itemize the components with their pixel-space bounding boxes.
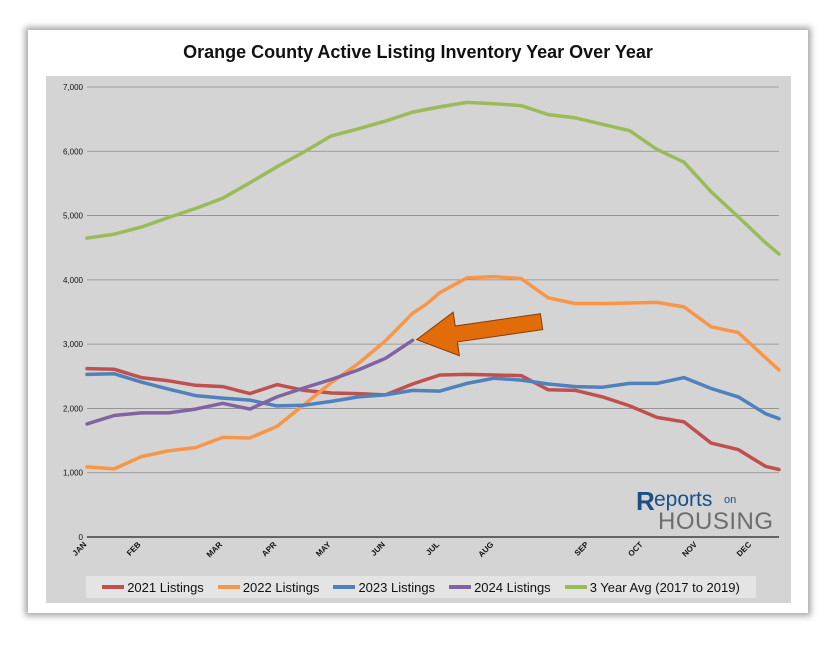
series-line-5 xyxy=(85,100,781,256)
legend-label: 2023 Listings xyxy=(358,579,436,595)
x-tick-label: DEC xyxy=(735,540,753,558)
y-tick-label: 6,000 xyxy=(63,147,84,156)
legend-label: 2024 Listings xyxy=(474,579,551,595)
legend-label: 2022 Listings xyxy=(242,579,320,595)
y-tick-label: 0 xyxy=(79,533,84,542)
legend-item: 2023 Listings xyxy=(333,580,435,595)
reports-on-housing-logo: R eports on HOUSING xyxy=(632,484,774,536)
legend-swatch xyxy=(564,585,587,589)
legend-swatch xyxy=(449,585,472,589)
logo-housing: HOUSING xyxy=(658,508,774,535)
chart-canvas: 0 1,000 2,000 3,000 4,000 5,000 6,000 7,000 JAN F… xyxy=(63,83,781,559)
y-tick-label: 5,000 xyxy=(63,212,84,221)
legend-label: 3 Year Avg (2017 to 2019) xyxy=(589,579,740,595)
chart-legend: 2021 Listings 2022 Listings 2023 Listings 2… xyxy=(86,576,756,598)
legend-swatch xyxy=(333,585,356,589)
x-tick-label: SEP xyxy=(573,540,591,558)
series-line-4 xyxy=(85,338,415,426)
x-tick-label: JAN xyxy=(71,540,89,558)
series-line-3 xyxy=(85,371,781,421)
x-tick-label: JUN xyxy=(369,540,387,558)
x-tick-label: AUG xyxy=(477,540,496,559)
series-line-1 xyxy=(85,366,781,472)
chart-title: Orange County Active Listing Inventory Y… xyxy=(183,42,653,62)
y-tick-label: 3,000 xyxy=(63,340,84,349)
legend-item: 2022 Listings xyxy=(217,579,320,595)
logo-on: on xyxy=(724,494,737,506)
logo-letter-r: R xyxy=(636,486,655,516)
legend-item: 3 Year Avg (2017 to 2019) xyxy=(564,579,740,595)
y-tick-label: 7,000 xyxy=(63,83,84,92)
legend-swatch xyxy=(102,585,125,589)
legend-item: 2024 Listings xyxy=(449,580,551,595)
x-tick-label: OCT xyxy=(626,540,644,558)
annotation-arrow xyxy=(415,311,544,357)
logo-eports: eports xyxy=(654,488,713,511)
x-tick-label: APR xyxy=(260,540,278,558)
y-tick-label: 1,000 xyxy=(63,469,84,478)
x-tick-label: FEB xyxy=(125,540,143,558)
y-tick-label: 4,000 xyxy=(63,276,84,285)
x-tick-label: JUL xyxy=(424,540,441,557)
legend-swatch xyxy=(217,585,240,589)
chart-frame: Orange County Active Listing Inventory Y… xyxy=(28,30,808,613)
x-tick-label: MAR xyxy=(205,540,224,559)
y-tick-label: 2,000 xyxy=(63,404,84,413)
legend-item: 2021 Listings xyxy=(102,580,204,595)
x-tick-label: NOV xyxy=(680,540,699,559)
x-tick-label: MAY xyxy=(314,540,333,559)
legend-label: 2021 Listings xyxy=(127,579,204,595)
series-line-2 xyxy=(85,274,781,471)
